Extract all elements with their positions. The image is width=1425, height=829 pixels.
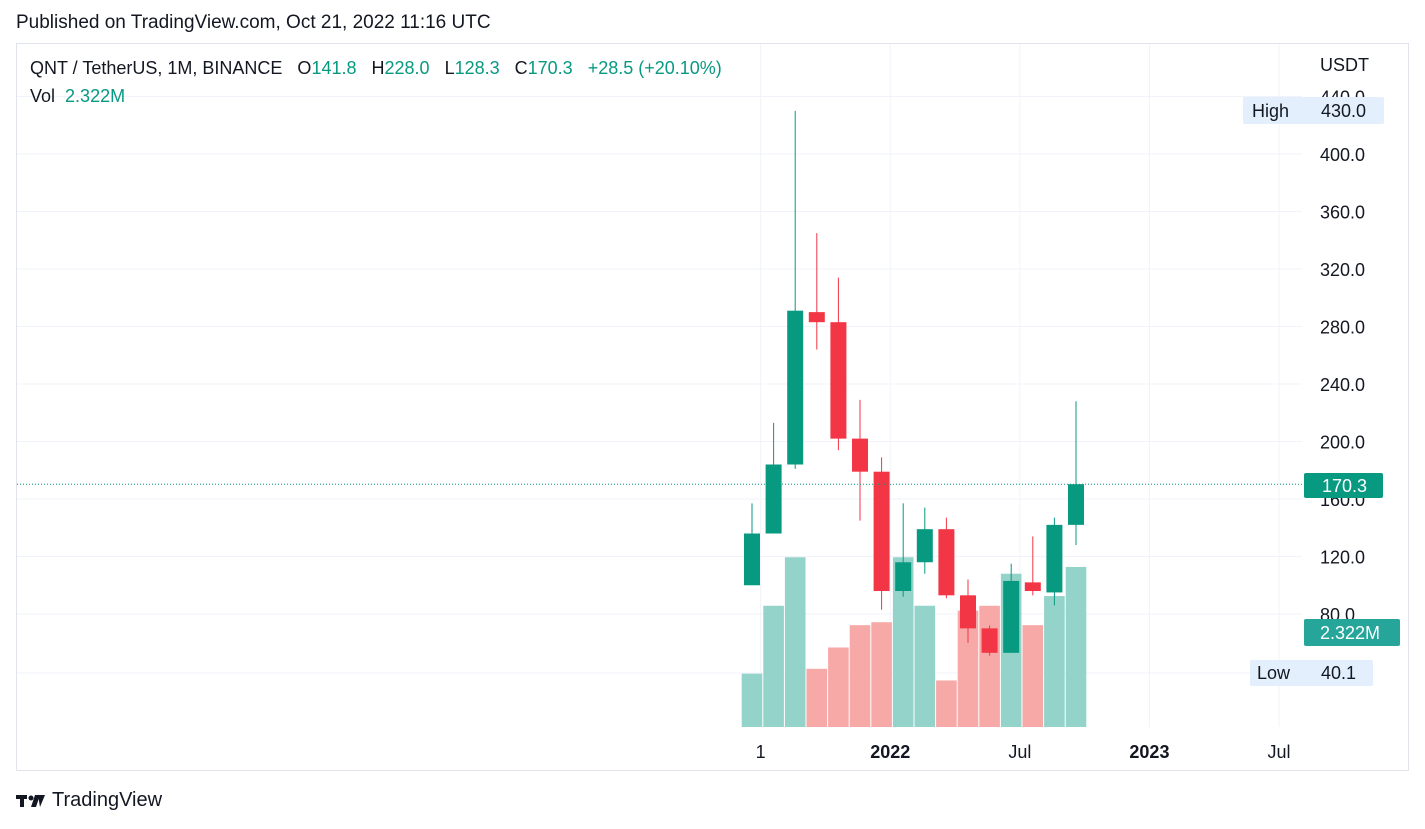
y-tick-label: 360.0 [1320, 203, 1365, 223]
footer-brand[interactable]: TradingView [16, 789, 162, 812]
x-tick-label: 1 [756, 742, 766, 762]
close-label: C [514, 58, 528, 78]
y-tick-label: 280.0 [1320, 318, 1365, 338]
y-tick-label: 320.0 [1320, 260, 1365, 280]
candle-body [895, 562, 912, 591]
open-label: O [297, 58, 312, 78]
published-caption: Published on TradingView.com, Oct 21, 20… [16, 12, 491, 33]
volume-legend: Vol 2.322M [30, 86, 125, 107]
volume-label: Vol [30, 86, 56, 106]
candle-body [1046, 524, 1063, 593]
y-tick-label: 240.0 [1320, 375, 1365, 395]
volume-bar [979, 605, 1000, 727]
last-volume-tag [1304, 619, 1400, 646]
y-tick-label: 400.0 [1320, 145, 1365, 165]
volume-bar [914, 605, 936, 727]
candle-body [1003, 580, 1020, 653]
low-badge-label: Low [1257, 663, 1291, 683]
candle-body [916, 529, 933, 563]
y-tick-label: 200.0 [1320, 433, 1365, 453]
high-value: 228.0 [384, 58, 430, 78]
candle-body [852, 438, 868, 472]
low-value: 128.3 [454, 58, 500, 78]
footer-brand-label: TradingView [52, 789, 163, 811]
candle-body [873, 471, 890, 591]
high-badge-value: 430.0 [1321, 101, 1366, 121]
volume-bar [741, 673, 763, 727]
candle-body [830, 322, 847, 439]
volume-bar [936, 680, 957, 727]
candle-body [765, 464, 782, 534]
volume-bar [957, 610, 979, 727]
volume-bar [1065, 566, 1087, 727]
last-price-tag [1304, 473, 1383, 498]
candle-body [981, 628, 998, 653]
volume-bar [871, 622, 892, 727]
volume-value: 2.322M [65, 86, 126, 106]
candle-body [787, 310, 804, 465]
x-tick-label: Jul [1008, 742, 1031, 762]
high-badge-label: High [1252, 101, 1289, 121]
candle-body [808, 312, 825, 323]
symbol-label[interactable]: QNT / TetherUS, 1M, BINANCE [30, 58, 283, 78]
close-value: 170.3 [527, 58, 573, 78]
ohlc-legend: QNT / TetherUS, 1M, BINANCE O141.8 H228.… [30, 58, 722, 79]
candle-body [744, 533, 760, 586]
low-badge-value: 40.1 [1321, 663, 1356, 683]
volume-bar [784, 557, 806, 727]
volume-bar [849, 625, 871, 727]
volume-bar [1022, 625, 1044, 727]
candle-body [1068, 484, 1084, 525]
volume-bar [892, 557, 914, 727]
last-price-tag-value: 170.3 [1322, 476, 1367, 496]
volume-bar [806, 668, 828, 727]
tradingview-logo-icon [16, 794, 45, 807]
chart-frame[interactable] [16, 43, 1409, 771]
candle-body [938, 529, 955, 596]
x-tick-label: 2022 [870, 742, 910, 762]
last-volume-tag-value: 2.322M [1320, 623, 1380, 643]
open-value: 141.8 [311, 58, 357, 78]
y-tick-label: 120.0 [1320, 548, 1365, 568]
candle-body [1024, 582, 1041, 591]
currency-label: USDT [1320, 55, 1369, 75]
high-label: H [371, 58, 385, 78]
volume-bar [763, 605, 784, 727]
candle-body [960, 595, 976, 629]
change-value: +28.5 (+20.10%) [587, 58, 722, 78]
x-tick-label: Jul [1268, 742, 1291, 762]
low-label: L [444, 58, 455, 78]
x-tick-label: 2023 [1129, 742, 1169, 762]
low-badge [1250, 660, 1373, 686]
high-badge [1243, 97, 1384, 124]
volume-bar [828, 647, 849, 727]
volume-bar [1044, 596, 1065, 727]
